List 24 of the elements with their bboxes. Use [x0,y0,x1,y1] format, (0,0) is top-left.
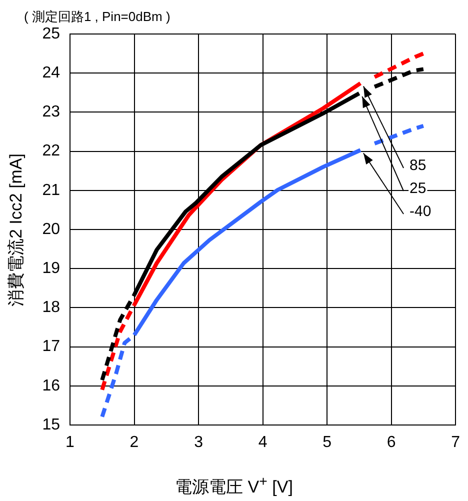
y-tick-label: 24 [42,64,60,82]
y-tick-label: 19 [42,260,60,278]
x-tick-label: 7 [451,434,460,452]
y-tick-label: 22 [42,142,60,160]
y-tick-label: 16 [42,377,60,394]
x-tick-label: 6 [386,434,396,452]
chart-title: ( 測定回路1 , Pin=0dBm ) [24,8,170,26]
text: 25 [410,180,426,198]
y-tick-label: 18 [42,299,60,316]
x-tick-label: 3 [194,434,204,452]
text: -40 [410,203,432,220]
y-tick-label: 21 [42,182,60,199]
text: 85 [410,157,426,174]
y-tick-label: 15 [42,416,60,434]
x-axis-title: 電源電圧 V$^{+}$ [V] [174,474,294,499]
y-axis-title: 消費電流2 Icc2 [mA] [6,153,26,307]
x-tick-label: 4 [258,434,268,452]
x-tick-label: 1 [66,434,75,452]
y-tick-label: 23 [42,104,60,121]
y-tick-label: 20 [42,220,60,238]
x-tick-label: 5 [322,434,332,452]
x-tick-label: 2 [130,434,139,452]
y-tick-label: 17 [42,338,60,356]
y-tick-label: 25 [42,25,60,42]
